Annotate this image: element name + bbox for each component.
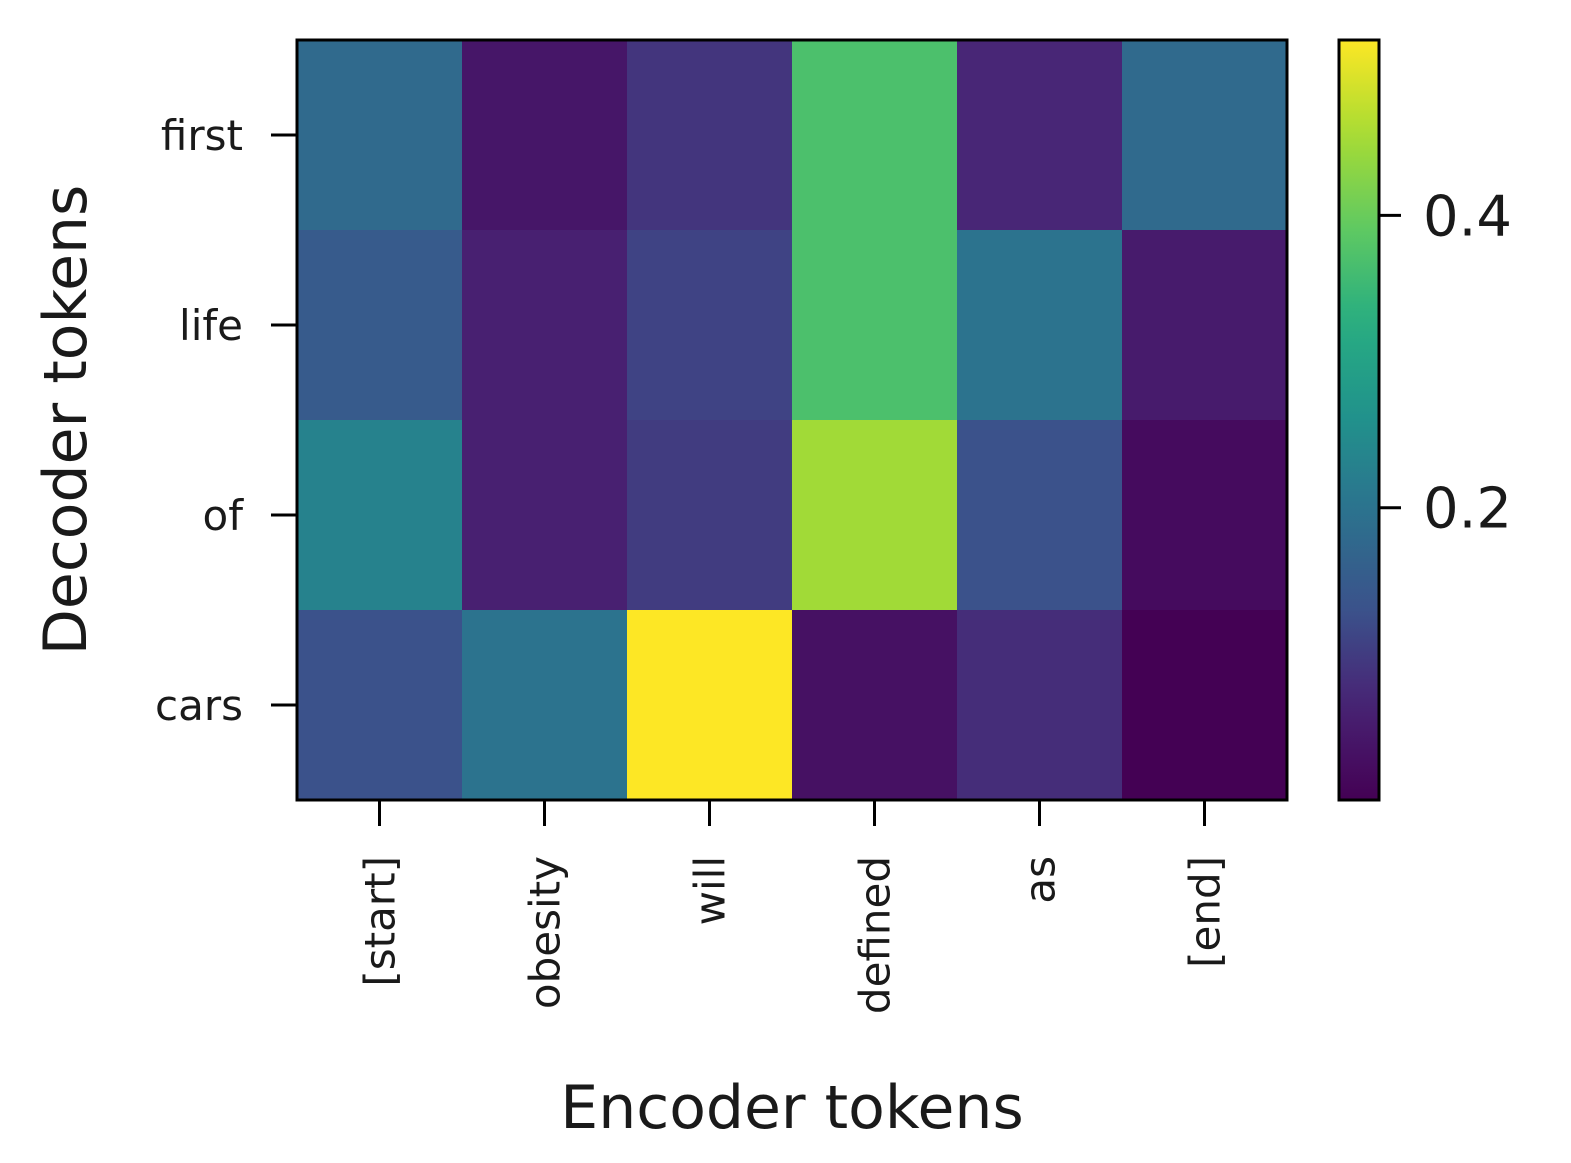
x-tick-label-4: as [1016, 856, 1065, 904]
heatmap-cells [297, 40, 1288, 801]
heatmap-cell-1-3 [792, 230, 958, 421]
heatmap-cell-0-1 [462, 40, 628, 231]
colorbar-tick-label-0: 0.2 [1423, 477, 1512, 542]
heatmap-cell-1-5 [1122, 230, 1288, 421]
heatmap-cell-1-1 [462, 230, 628, 421]
heatmap-cell-3-0 [297, 610, 463, 801]
heatmap-cell-1-2 [627, 230, 793, 421]
heatmap-cell-3-3 [792, 610, 958, 801]
heatmap-cell-3-4 [957, 610, 1123, 801]
heatmap-cell-2-3 [792, 420, 958, 611]
x-tick-label-0: [start] [356, 856, 405, 987]
x-axis-ticks: [start] obesity will defined as [end] [356, 800, 1230, 1014]
heatmap-cell-2-5 [1122, 420, 1288, 611]
colorbar-tick-label-1: 0.4 [1423, 184, 1512, 249]
heatmap-cell-2-4 [957, 420, 1123, 611]
heatmap-cell-3-1 [462, 610, 628, 801]
y-axis-ticks: first life of cars [155, 111, 297, 730]
heatmap-cell-0-0 [297, 40, 463, 231]
heatmap-cell-2-2 [627, 420, 793, 611]
y-tick-label-1: life [179, 301, 243, 350]
heatmap-cell-1-0 [297, 230, 463, 421]
x-tick-label-2: will [686, 856, 735, 925]
heatmap-cell-3-2 [627, 610, 793, 801]
x-tick-label-5: [end] [1181, 856, 1230, 968]
y-axis-label: Decoder tokens [31, 185, 101, 656]
y-tick-label-3: cars [155, 681, 243, 730]
colorbar [1337, 38, 1381, 802]
x-tick-label-3: defined [851, 856, 900, 1014]
y-tick-label-2: of [203, 491, 245, 540]
heatmap-cell-1-4 [957, 230, 1123, 421]
heatmap-cell-0-3 [792, 40, 958, 231]
x-tick-label-1: obesity [521, 856, 570, 1009]
heatmap-cell-0-5 [1122, 40, 1288, 231]
heatmap-cell-0-2 [627, 40, 793, 231]
plot-frame [295, 38, 1289, 802]
x-axis-label: Encoder tokens [560, 1073, 1023, 1143]
heatmap-cell-0-4 [957, 40, 1123, 231]
colorbar-ticks: 0.2 0.4 [1379, 184, 1512, 542]
heatmap-cell-3-5 [1122, 610, 1288, 801]
heatmap-cell-2-0 [297, 420, 463, 611]
y-tick-label-0: first [161, 111, 243, 160]
heatmap-cell-2-1 [462, 420, 628, 611]
